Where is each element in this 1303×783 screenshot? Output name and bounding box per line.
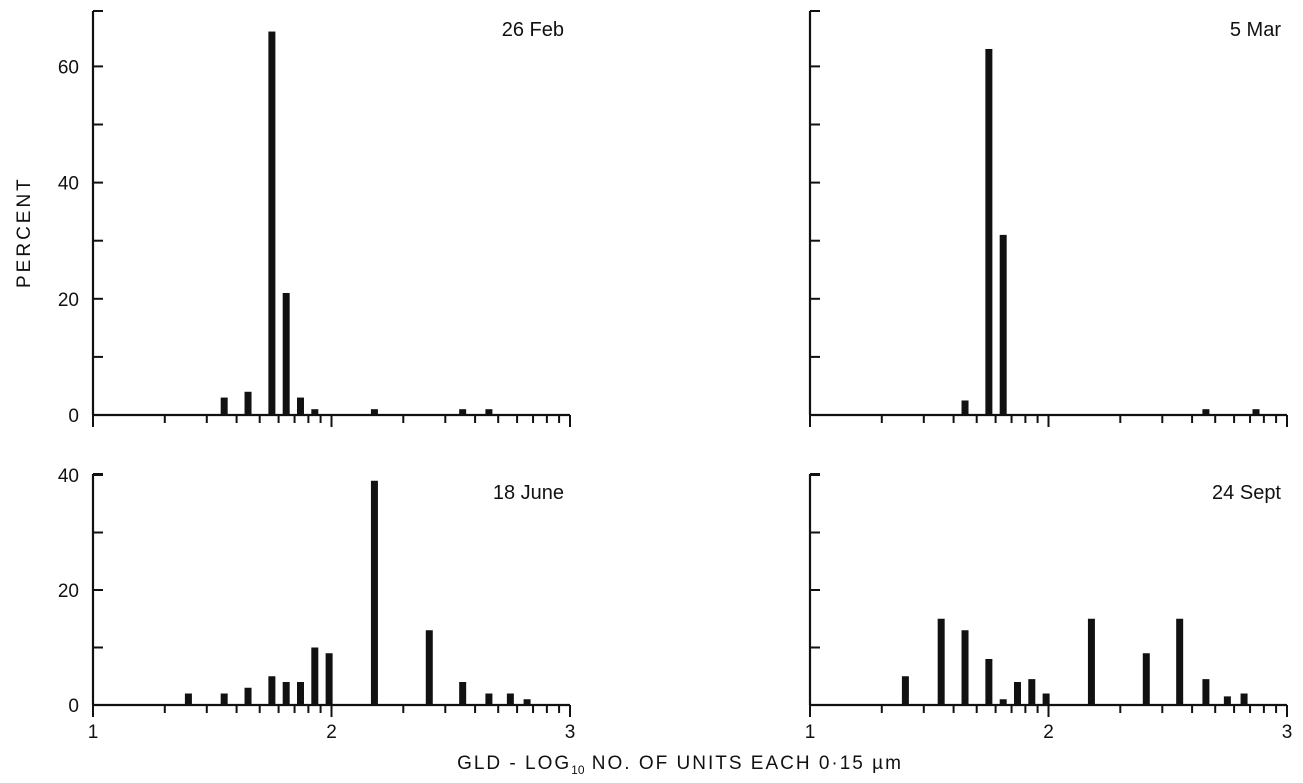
x-axis-label-subscript: 10 — [571, 762, 585, 777]
panel-2-bar — [985, 48, 993, 415]
x-axis-label: GLD - LOG10 NO. OF UNITS EACH 0·15 µm — [300, 753, 1060, 777]
panel-1-title: 26 Feb — [502, 19, 564, 41]
panel-4-x-tick-label: 3 — [1282, 722, 1293, 743]
panel-1-bar — [244, 391, 252, 415]
panel-1-y-tick-label: 60 — [58, 57, 79, 78]
panel-4-bar — [1028, 679, 1036, 705]
panel-4-bar — [1142, 653, 1150, 705]
panel-2-bar — [961, 400, 969, 415]
panel-3-bar — [506, 693, 514, 705]
panel-1-bar — [459, 409, 467, 415]
panel-3-bar — [184, 693, 192, 705]
panel-4-bar — [1042, 693, 1050, 705]
panel-3-bar — [296, 682, 304, 705]
panel-3-bar — [325, 653, 333, 705]
panel-4-title: 24 Sept — [1212, 482, 1281, 504]
panel-3-bar — [311, 647, 319, 705]
panel-2-bar — [1252, 409, 1260, 415]
panel-1-y-tick-label: 20 — [58, 290, 79, 311]
panel-4-bar — [1240, 693, 1248, 705]
panel-3-bar — [425, 630, 433, 705]
panel-4-bar — [1013, 682, 1021, 705]
panel-4-bar — [1223, 696, 1231, 705]
panel-4-bar — [937, 618, 945, 705]
panel-3-bar — [459, 682, 467, 705]
panel-3-x-tick-label: 1 — [88, 722, 99, 743]
panel-4-bar — [1087, 618, 1095, 705]
panel-4-bar — [999, 699, 1007, 705]
panel-3-bar — [244, 687, 252, 705]
panel-3-y-tick-label: 40 — [58, 466, 79, 487]
panel-4-x-tick-label: 2 — [1043, 722, 1054, 743]
panel-4-bar — [901, 676, 909, 705]
panel-1-bar — [296, 397, 304, 415]
panel-3-bar — [485, 693, 493, 705]
panel-4-bar — [961, 630, 969, 705]
panel-4-x-tick-label: 1 — [805, 722, 816, 743]
panel-1-bar — [370, 409, 378, 415]
panel-3-bar — [282, 682, 290, 705]
panel-4-bar — [1202, 679, 1210, 705]
panel-3-y-tick-label: 20 — [58, 581, 79, 602]
panel-3-x-tick-label: 2 — [326, 722, 337, 743]
panel-3-bar — [268, 676, 276, 705]
panel-2-bar — [999, 234, 1007, 415]
panel-3-bar — [523, 699, 531, 705]
panel-1-y-tick-label: 40 — [58, 174, 79, 195]
panel-4-bar — [985, 659, 993, 705]
panel-3-x-tick-label: 3 — [565, 722, 576, 743]
panel-4-bar — [1176, 618, 1184, 705]
panel-1-bar — [268, 31, 276, 415]
panel-1-bar — [282, 292, 290, 415]
panel-1-bar — [220, 397, 228, 415]
y-axis-label: PERCENT — [14, 176, 35, 288]
panel-2-title: 5 Mar — [1230, 19, 1281, 41]
panel-1-bar — [485, 409, 493, 415]
panel-3-bar — [370, 480, 378, 705]
panel-3-y-tick-label: 0 — [68, 696, 79, 717]
panel-1-bar — [311, 409, 319, 415]
panel-1-y-tick-label: 0 — [68, 406, 79, 427]
panel-3-title: 18 June — [493, 482, 564, 504]
panel-3-bar — [220, 693, 228, 705]
panel-2-bar — [1202, 409, 1210, 415]
x-axis-label-suffix: NO. OF UNITS EACH 0·15 µm — [584, 753, 903, 774]
x-axis-label-prefix: GLD - LOG — [457, 753, 572, 774]
